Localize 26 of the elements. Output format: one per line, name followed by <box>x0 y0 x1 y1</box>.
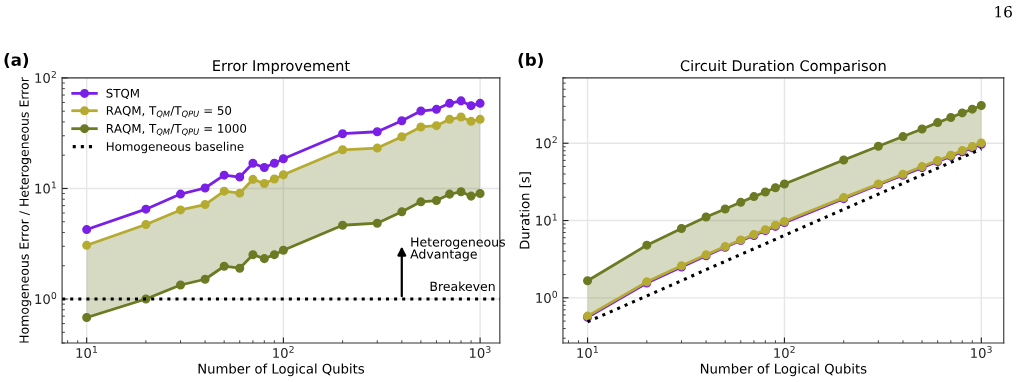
y-axis-title: Duration [s] <box>519 172 532 249</box>
x-axis-title: Number of Logical Qubits <box>700 363 867 377</box>
y-tick-label: 10$^{0}$ <box>35 292 57 305</box>
chart-title: Circuit Duration Comparison <box>680 59 886 75</box>
y-tick-label: 10$^{1}$ <box>536 213 557 226</box>
x-tick-label: 10$^{1}$ <box>577 346 598 359</box>
y-axis-title: Homogeneous Error / Heterogeneous Error <box>19 77 32 343</box>
x-tick-label: 10$^{3}$ <box>971 345 992 359</box>
x-axis-title: Number of Logical Qubits <box>198 363 365 377</box>
y-tick-label: 10$^{0}$ <box>536 290 558 303</box>
legend-label: RAQM, T$_{QM}$/T$_{QPU}$ = 50 <box>106 106 232 118</box>
y-tick-label: 10$^{2}$ <box>35 70 56 84</box>
y-tick-label: 10$^{2}$ <box>536 136 557 149</box>
text: (b) <box>518 53 543 68</box>
legend-label: RAQM, T$_{QM}$/T$_{QPU}$ = 1000 <box>106 123 247 136</box>
chart-title: Error Improvement <box>213 60 350 75</box>
legend-label: Homogeneous baseline <box>106 141 244 154</box>
legend-label: STQM <box>106 88 139 100</box>
x-tick-label: 10$^{2}$ <box>273 345 294 359</box>
x-tick-label: 10$^{1}$ <box>76 346 97 359</box>
x-tick-label: 10$^{2}$ <box>774 345 795 359</box>
x-tick-label: 10$^{3}$ <box>469 345 491 359</box>
y-tick-label: 10$^{1}$ <box>35 181 56 194</box>
text: 16 <box>995 6 1012 18</box>
text: (a) <box>4 53 29 68</box>
annotation: Breakeven <box>430 281 495 292</box>
